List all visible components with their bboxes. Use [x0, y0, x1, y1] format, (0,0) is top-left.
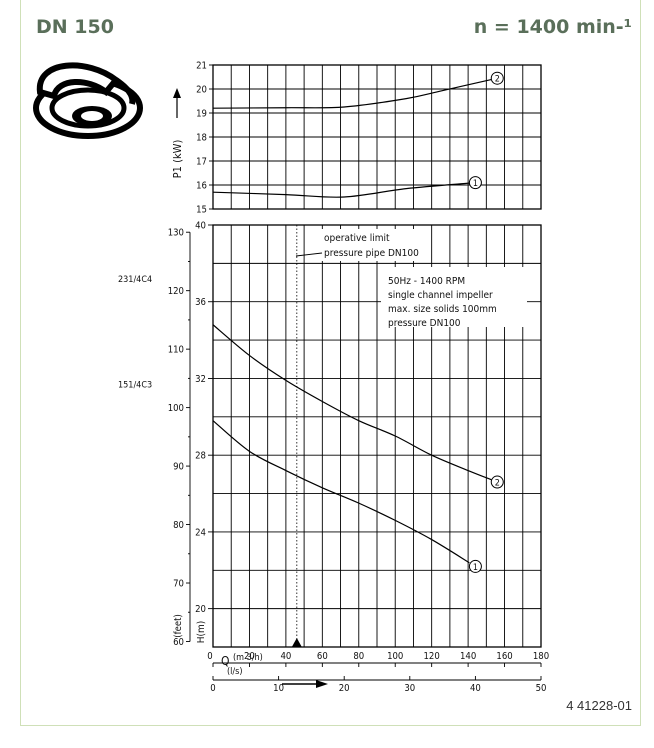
m3h-tick-label: 20 — [244, 651, 255, 662]
head-panel-frame — [212, 224, 542, 648]
m3h-zero-label: 0 — [207, 651, 212, 662]
head-feet-axis-label: (feet) — [173, 614, 184, 638]
spec-box-bg — [381, 267, 527, 327]
pump-size-title: DN 150 — [36, 16, 114, 38]
m3h-tick-label: 140 — [460, 651, 476, 662]
feet-tick-label: 80 — [173, 520, 184, 531]
head-panel-grid — [212, 224, 542, 648]
ls-unit-label: (l/s) — [227, 667, 243, 677]
operative-limit-text: operative limit — [324, 233, 390, 244]
feet-tick-label: 110 — [168, 345, 184, 356]
head-m-tick-label: 32 — [195, 374, 206, 385]
power-y-tick-label: 20 — [196, 85, 207, 96]
power-curve-1 — [212, 182, 470, 198]
model-label: 231/4C4 — [118, 275, 152, 285]
pump-impeller-icon — [33, 62, 143, 139]
power-y-tick-label: 18 — [196, 133, 207, 144]
m3h-tick-label: 80 — [353, 651, 364, 662]
head-m-axis-label: H(m) — [196, 621, 207, 644]
head-curve-marker-2 — [490, 475, 504, 489]
head-curve-label-2: 2 — [495, 479, 500, 489]
head-m-tick-label: 28 — [195, 451, 206, 462]
spec-pressure-text: pressure DN100 — [388, 318, 461, 329]
feet-tick-label: 70 — [173, 579, 184, 590]
operative-limit-marker-icon — [291, 638, 302, 647]
m3h-tick-label: 160 — [496, 651, 512, 662]
head-m-tick-label: 20 — [195, 604, 206, 615]
head-curve-marker-1 — [468, 559, 482, 573]
spec-impeller-text: single channel impeller — [388, 290, 493, 301]
power-curve-marker-2 — [490, 71, 504, 85]
feet-tick-label: 90 — [173, 462, 184, 473]
operative-limit-leader — [295, 252, 323, 257]
head-curve-label-1: 1 — [473, 563, 478, 573]
power-curve-2 — [212, 78, 492, 109]
chart-marks: 1 2 1 2 — [212, 71, 504, 647]
pressure-pipe-text: pressure pipe DN100 — [324, 248, 419, 259]
spec-frequency-text: 50Hz - 1400 RPM — [388, 276, 465, 287]
power-y-tick-label: 19 — [196, 109, 207, 120]
power-y-tick-label: 17 — [196, 157, 207, 168]
operative-limit-text-bg — [321, 229, 422, 261]
head-m-tick-label: 24 — [195, 527, 206, 538]
m3h-unit-label: (m 3/h) — [233, 653, 263, 663]
sheet-frame — [20, 0, 641, 726]
m3h-tick-label: 100 — [387, 651, 403, 662]
document-number: 4 41228-01 — [566, 698, 632, 713]
power-axis-arrowhead-icon — [173, 88, 181, 98]
head-curve-2 — [212, 324, 492, 481]
power-y-tick-label: 15 — [196, 205, 207, 216]
power-curve-label-2: 2 — [495, 75, 500, 85]
head-m-tick-label: 40 — [195, 221, 206, 232]
power-curve-marker-1 — [468, 176, 482, 190]
q-axis-symbol: Q — [221, 654, 230, 668]
head-m-tick-label: 36 — [195, 297, 206, 308]
ls-tick-label: 30 — [404, 683, 415, 694]
power-y-tick-label: 21 — [196, 61, 207, 72]
spec-solids-text: max. size solids 100mm — [388, 304, 497, 315]
model-label: 151/4C3 — [118, 381, 152, 391]
feet-tick-label: 60 — [173, 637, 184, 648]
power-panel-grid — [212, 64, 542, 210]
feet-tick-label: 100 — [168, 403, 184, 414]
m3h-tick-label: 40 — [280, 651, 291, 662]
feet-tick-label: 120 — [168, 286, 184, 297]
feet-tick-label: 130 — [168, 228, 184, 239]
power-y-tick-label: 16 — [196, 181, 207, 192]
x-axis-arrowhead-icon — [316, 680, 328, 688]
power-curve-label-1: 1 — [473, 179, 478, 189]
head-curve-1 — [212, 420, 470, 564]
m3h-tick-label: 120 — [424, 651, 440, 662]
ls-tick-label: 10 — [273, 683, 284, 694]
ls-tick-label: 0 — [210, 683, 215, 694]
m3h-tick-label: 60 — [317, 651, 328, 662]
m3h-tick-label: 180 — [533, 651, 549, 662]
pump-speed-label: n = 1400 min-¹ — [473, 16, 632, 38]
power-y-axis-label: P1 (kW) — [171, 140, 184, 179]
ls-tick-label: 40 — [470, 683, 481, 694]
ls-tick-label: 20 — [339, 683, 350, 694]
ls-tick-label: 50 — [536, 683, 547, 694]
